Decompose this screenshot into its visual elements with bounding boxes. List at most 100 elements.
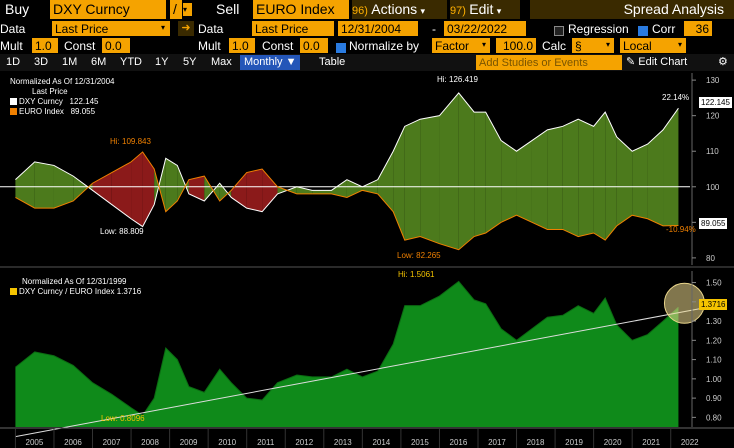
legend-name-euro: EURO Index: [19, 107, 64, 116]
spread-fill-segment: [562, 119, 579, 237]
upper-y-tick-label: 80: [706, 254, 715, 263]
local-dropdown-icon[interactable]: ▾: [678, 40, 683, 49]
lower-y-tick-label: 1.20: [706, 336, 722, 345]
legend-entry-ratio: DXY Curncy / EURO Index 1.3716: [10, 287, 141, 297]
operator-dropdown-icon[interactable]: ▾: [183, 3, 192, 16]
local-dropdown[interactable]: Local: [620, 38, 686, 53]
operator-field[interactable]: /: [170, 0, 182, 19]
edit-menu[interactable]: 97) Edit ▾: [450, 0, 520, 19]
spread-fill-segment: [15, 161, 35, 209]
swap-arrow-icon[interactable]: ➜: [178, 21, 194, 36]
mult-label-2: Mult: [198, 39, 221, 53]
euro-series-line: [15, 151, 679, 251]
legend-entry-dxy: DXY Curncy 122.145: [10, 97, 115, 107]
edit-number: 97): [450, 5, 466, 17]
x-tick-label: 2014: [372, 438, 390, 447]
actions-dropdown-icon: ▾: [420, 6, 426, 16]
tab-6m[interactable]: 6M: [91, 56, 107, 68]
spread-fill-segment: [474, 112, 486, 237]
sell-label: Sell: [216, 1, 240, 17]
upper-chart: 8090100110120130: [0, 73, 720, 265]
corr-field[interactable]: 36: [684, 21, 712, 36]
upper-y-tick-label: 120: [706, 112, 720, 121]
normalize-dropdown-icon[interactable]: ▾: [482, 40, 487, 49]
spread-fill-segment: [458, 92, 475, 250]
start-date-field[interactable]: 12/31/2004: [338, 21, 418, 36]
spread-fill-segment: [593, 112, 606, 241]
ratio-area: [15, 281, 679, 427]
spread-fill-segment: [632, 144, 648, 219]
legend-swatch-dxy: [10, 98, 17, 106]
legend-name-dxy: DXY Curncy: [19, 97, 63, 106]
factor-field[interactable]: 100.0: [496, 38, 536, 53]
spread-fill-segment: [663, 108, 679, 226]
normalize-checkbox[interactable]: [336, 40, 346, 54]
edit-chart-button[interactable]: ✎ Edit Chart: [626, 55, 687, 70]
spread-fill-segment: [531, 129, 548, 230]
data-field-1[interactable]: Last Price: [52, 21, 170, 36]
buy-security-field[interactable]: DXY Curncy: [50, 0, 166, 19]
const-field-1[interactable]: 0.0: [102, 38, 130, 53]
spread-fill-segment: [73, 176, 93, 201]
tab-1m[interactable]: 1M: [62, 56, 78, 68]
spread-fill-segment: [177, 165, 189, 201]
end-date-field[interactable]: 03/22/2022: [444, 21, 526, 36]
lower-y-tick-label: 1.10: [706, 356, 722, 365]
upper-y-tick-label: 110: [706, 147, 719, 156]
tab-ytd[interactable]: YTD: [120, 56, 142, 68]
data-label-2: Data: [198, 22, 224, 36]
corr-label: Corr: [652, 22, 676, 36]
lower-legend: Normalized As Of 12/31/1999 DXY Curncy /…: [10, 277, 141, 297]
mult-field-1[interactable]: 1.0: [32, 38, 58, 53]
lower-y-tick-label: 0.80: [706, 413, 722, 422]
x-tick-label: 2016: [450, 438, 468, 447]
regression-label: Regression: [568, 22, 629, 36]
legend-value-dxy: 122.145: [69, 97, 99, 106]
tab-1d[interactable]: 1D: [6, 56, 21, 68]
data-dropdown-icon-1[interactable]: ▾: [161, 23, 166, 32]
add-studies-input[interactable]: Add Studies or Events: [476, 55, 622, 70]
upper-low-dxy-label: Low: 88.809: [100, 227, 144, 236]
regression-checkbox-icon: [554, 25, 564, 36]
tab-1y[interactable]: 1Y: [155, 56, 169, 68]
spread-fill-segment: [246, 169, 263, 212]
spread-fill-segment: [605, 112, 617, 241]
regression-trendline: [15, 303, 727, 438]
tab-5y[interactable]: 5Y: [183, 56, 197, 68]
spread-fill-segment: [578, 119, 594, 237]
upper-legend: Normalized As Of 12/31/2004 Last Price D…: [10, 77, 115, 117]
normalize-checkbox-icon: [336, 42, 346, 53]
actions-number: 96): [352, 5, 368, 17]
lower-low-label: Low: 0.8096: [101, 414, 145, 423]
spread-fill-segment: [647, 129, 664, 226]
spread-fill-segment: [547, 126, 563, 230]
spread-fill-segment: [420, 115, 440, 244]
const-label-2: Const: [262, 39, 294, 53]
x-tick-label: 2010: [218, 438, 236, 447]
tab-max[interactable]: Max: [211, 56, 232, 68]
calc-dropdown[interactable]: §: [572, 38, 614, 53]
calc-dropdown-icon[interactable]: ▾: [606, 40, 611, 49]
spread-fill-segment: [312, 190, 332, 194]
sell-security-field[interactable]: EURO Index: [253, 0, 349, 19]
const-field-2[interactable]: 0.0: [300, 38, 328, 53]
mult-field-2[interactable]: 1.0: [229, 38, 255, 53]
mult-label-1: Mult: [0, 39, 23, 53]
actions-menu[interactable]: 96) Actions ▾: [352, 0, 447, 19]
regression-checkbox[interactable]: [554, 23, 564, 37]
upper-last-value-dxy: 122.145: [699, 97, 732, 108]
table-button[interactable]: Table: [319, 56, 346, 68]
gear-icon[interactable]: ⚙: [718, 56, 728, 68]
actions-label: Actions: [371, 1, 418, 17]
monthly-dropdown[interactable]: Monthly ▼: [240, 55, 301, 70]
spread-fill-segment: [231, 172, 247, 209]
corr-checkbox[interactable]: [638, 23, 648, 37]
spread-fill-segment: [377, 151, 394, 212]
spread-fill-segment: [34, 161, 54, 209]
data-field-2[interactable]: Last Price: [252, 21, 334, 36]
normalize-dropdown[interactable]: Factor: [432, 38, 490, 53]
tab-3d[interactable]: 3D: [34, 56, 49, 68]
corr-checkbox-icon: [638, 25, 648, 36]
security-toolbar: Buy DXY Curncy / ▾ Sell EURO Index 96) A…: [0, 0, 734, 19]
